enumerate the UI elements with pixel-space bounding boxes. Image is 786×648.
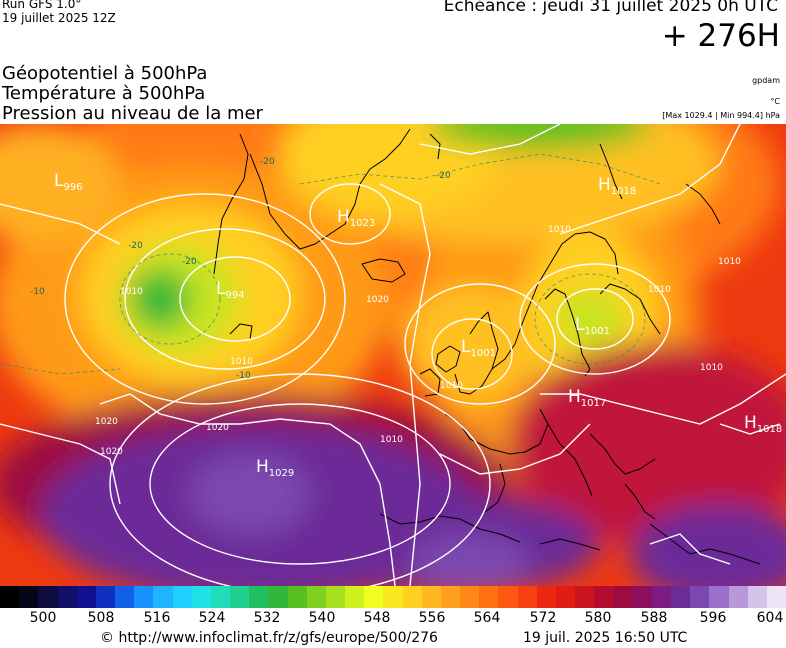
scale-swatch bbox=[402, 586, 422, 608]
scale-tick-label: 596 bbox=[699, 610, 727, 626]
scale-swatch bbox=[766, 586, 786, 608]
pressure-range: [Max 1029.4 | Min 994.4] hPa bbox=[662, 111, 780, 120]
scale-swatch bbox=[498, 586, 518, 608]
scale-tick-label: 580 bbox=[584, 610, 612, 626]
scale-swatch bbox=[421, 586, 441, 608]
scale-swatch bbox=[345, 586, 365, 608]
scale-tick-label: 516 bbox=[143, 610, 171, 626]
scale-swatch bbox=[76, 586, 96, 608]
temperature-label: -20 bbox=[182, 257, 197, 267]
temperature-label: -20 bbox=[260, 157, 275, 167]
title-geopotential: Géopotentiel à 500hPa bbox=[2, 63, 208, 84]
isobar-label: 1020 bbox=[206, 423, 229, 433]
scale-swatch bbox=[191, 586, 211, 608]
temperature-label: -20 bbox=[436, 171, 451, 181]
scale-tick-label: 548 bbox=[363, 610, 391, 626]
scale-tick-label: 540 bbox=[308, 610, 336, 626]
scale-tick-label: 532 bbox=[253, 610, 281, 626]
run-label: Run GFS 1.0° bbox=[2, 0, 82, 11]
scale-swatch bbox=[575, 586, 595, 608]
scale-swatch bbox=[517, 586, 537, 608]
scale-swatch bbox=[613, 586, 633, 608]
scale-swatch bbox=[57, 586, 77, 608]
isobar-label: 1010 bbox=[718, 257, 741, 267]
scale-swatch bbox=[230, 586, 250, 608]
scale-swatch bbox=[19, 586, 39, 608]
scale-tick-label: 588 bbox=[640, 610, 668, 626]
scale-swatch bbox=[134, 586, 154, 608]
forecast-hour: + 276H bbox=[661, 18, 780, 54]
scale-swatch bbox=[651, 586, 672, 608]
scale-swatch bbox=[172, 586, 192, 608]
scale-swatch bbox=[268, 586, 288, 608]
scale-tick-label: 556 bbox=[418, 610, 446, 626]
scale-swatch bbox=[115, 586, 135, 608]
scale-swatch bbox=[440, 586, 461, 608]
scale-swatch bbox=[249, 586, 269, 608]
isobar-label: 1020 bbox=[100, 447, 123, 457]
isobar-label: 1010 bbox=[648, 285, 671, 295]
scale-swatch bbox=[747, 586, 767, 608]
isobar-label: 1010 bbox=[548, 225, 571, 235]
scale-tick-label: 508 bbox=[87, 610, 115, 626]
isobar-label: 1010 bbox=[700, 363, 723, 373]
copyright-link[interactable]: © http://www.infoclimat.fr/z/gfs/europe/… bbox=[100, 630, 438, 646]
scale-tick-label: 604 bbox=[756, 610, 784, 626]
scale-swatch bbox=[287, 586, 307, 608]
title-pressure: Pression au niveau de la mer bbox=[2, 103, 263, 124]
scale-swatch bbox=[709, 586, 729, 608]
scale-swatch bbox=[555, 586, 576, 608]
isobars bbox=[0, 124, 786, 586]
unit-temperature: °C bbox=[770, 97, 780, 106]
scale-swatch bbox=[460, 586, 480, 608]
scale-swatch bbox=[210, 586, 231, 608]
scale-swatch bbox=[325, 586, 346, 608]
isobar-label: 1020 bbox=[366, 295, 389, 305]
scale-swatch bbox=[479, 586, 499, 608]
scale-swatch bbox=[364, 586, 384, 608]
scale-swatch bbox=[0, 586, 20, 608]
temperature-label: -10 bbox=[30, 287, 45, 297]
scale-swatch bbox=[632, 586, 652, 608]
scale-swatch bbox=[38, 586, 58, 608]
scale-swatch bbox=[153, 586, 173, 608]
scale-tick-label: 500 bbox=[29, 610, 57, 626]
temperature-label: -10 bbox=[236, 371, 251, 381]
generated-time: 19 juil. 2025 16:50 UTC bbox=[523, 630, 688, 646]
forecast-map: L996H1023H1018L994L1001L1001H1017H1018H1… bbox=[0, 124, 786, 586]
isobar-label: 1010 bbox=[440, 381, 463, 391]
color-scale bbox=[0, 586, 786, 608]
unit-geopotential: gpdam bbox=[752, 76, 780, 85]
coastlines bbox=[213, 128, 761, 565]
scale-swatch bbox=[671, 586, 691, 608]
scale-swatch bbox=[594, 586, 614, 608]
scale-tick-label: 564 bbox=[473, 610, 501, 626]
temperature-label: -20 bbox=[128, 241, 143, 251]
scale-swatch bbox=[728, 586, 748, 608]
isobar-labels: 1010 1010 1020 1010 1020 1020 1010 1010 1010 1010… bbox=[30, 157, 741, 457]
scale-swatch bbox=[690, 586, 710, 608]
isobar-label: 1020 bbox=[95, 417, 118, 427]
scale-swatch bbox=[536, 586, 556, 608]
echeance-label: Echéance : jeudi 31 juillet 2025 0h UTC bbox=[443, 0, 778, 16]
scale-tick-label: 524 bbox=[198, 610, 226, 626]
scale-swatch bbox=[95, 586, 116, 608]
run-date: 19 juillet 2025 12Z bbox=[2, 11, 116, 25]
scale-tick-label: 572 bbox=[529, 610, 557, 626]
isobar-label: 1010 bbox=[120, 287, 143, 297]
scale-swatch bbox=[306, 586, 326, 608]
color-scale-ticks: 500 508 516 524 532 540 548 556 564 572 580 588 596 6… bbox=[0, 608, 786, 628]
scale-swatch bbox=[383, 586, 403, 608]
temperature-isotherms bbox=[0, 153, 661, 375]
isobar-label: 1010 bbox=[380, 435, 403, 445]
isobar-label: 1010 bbox=[230, 357, 253, 367]
title-temperature: Température à 500hPa bbox=[2, 83, 206, 104]
